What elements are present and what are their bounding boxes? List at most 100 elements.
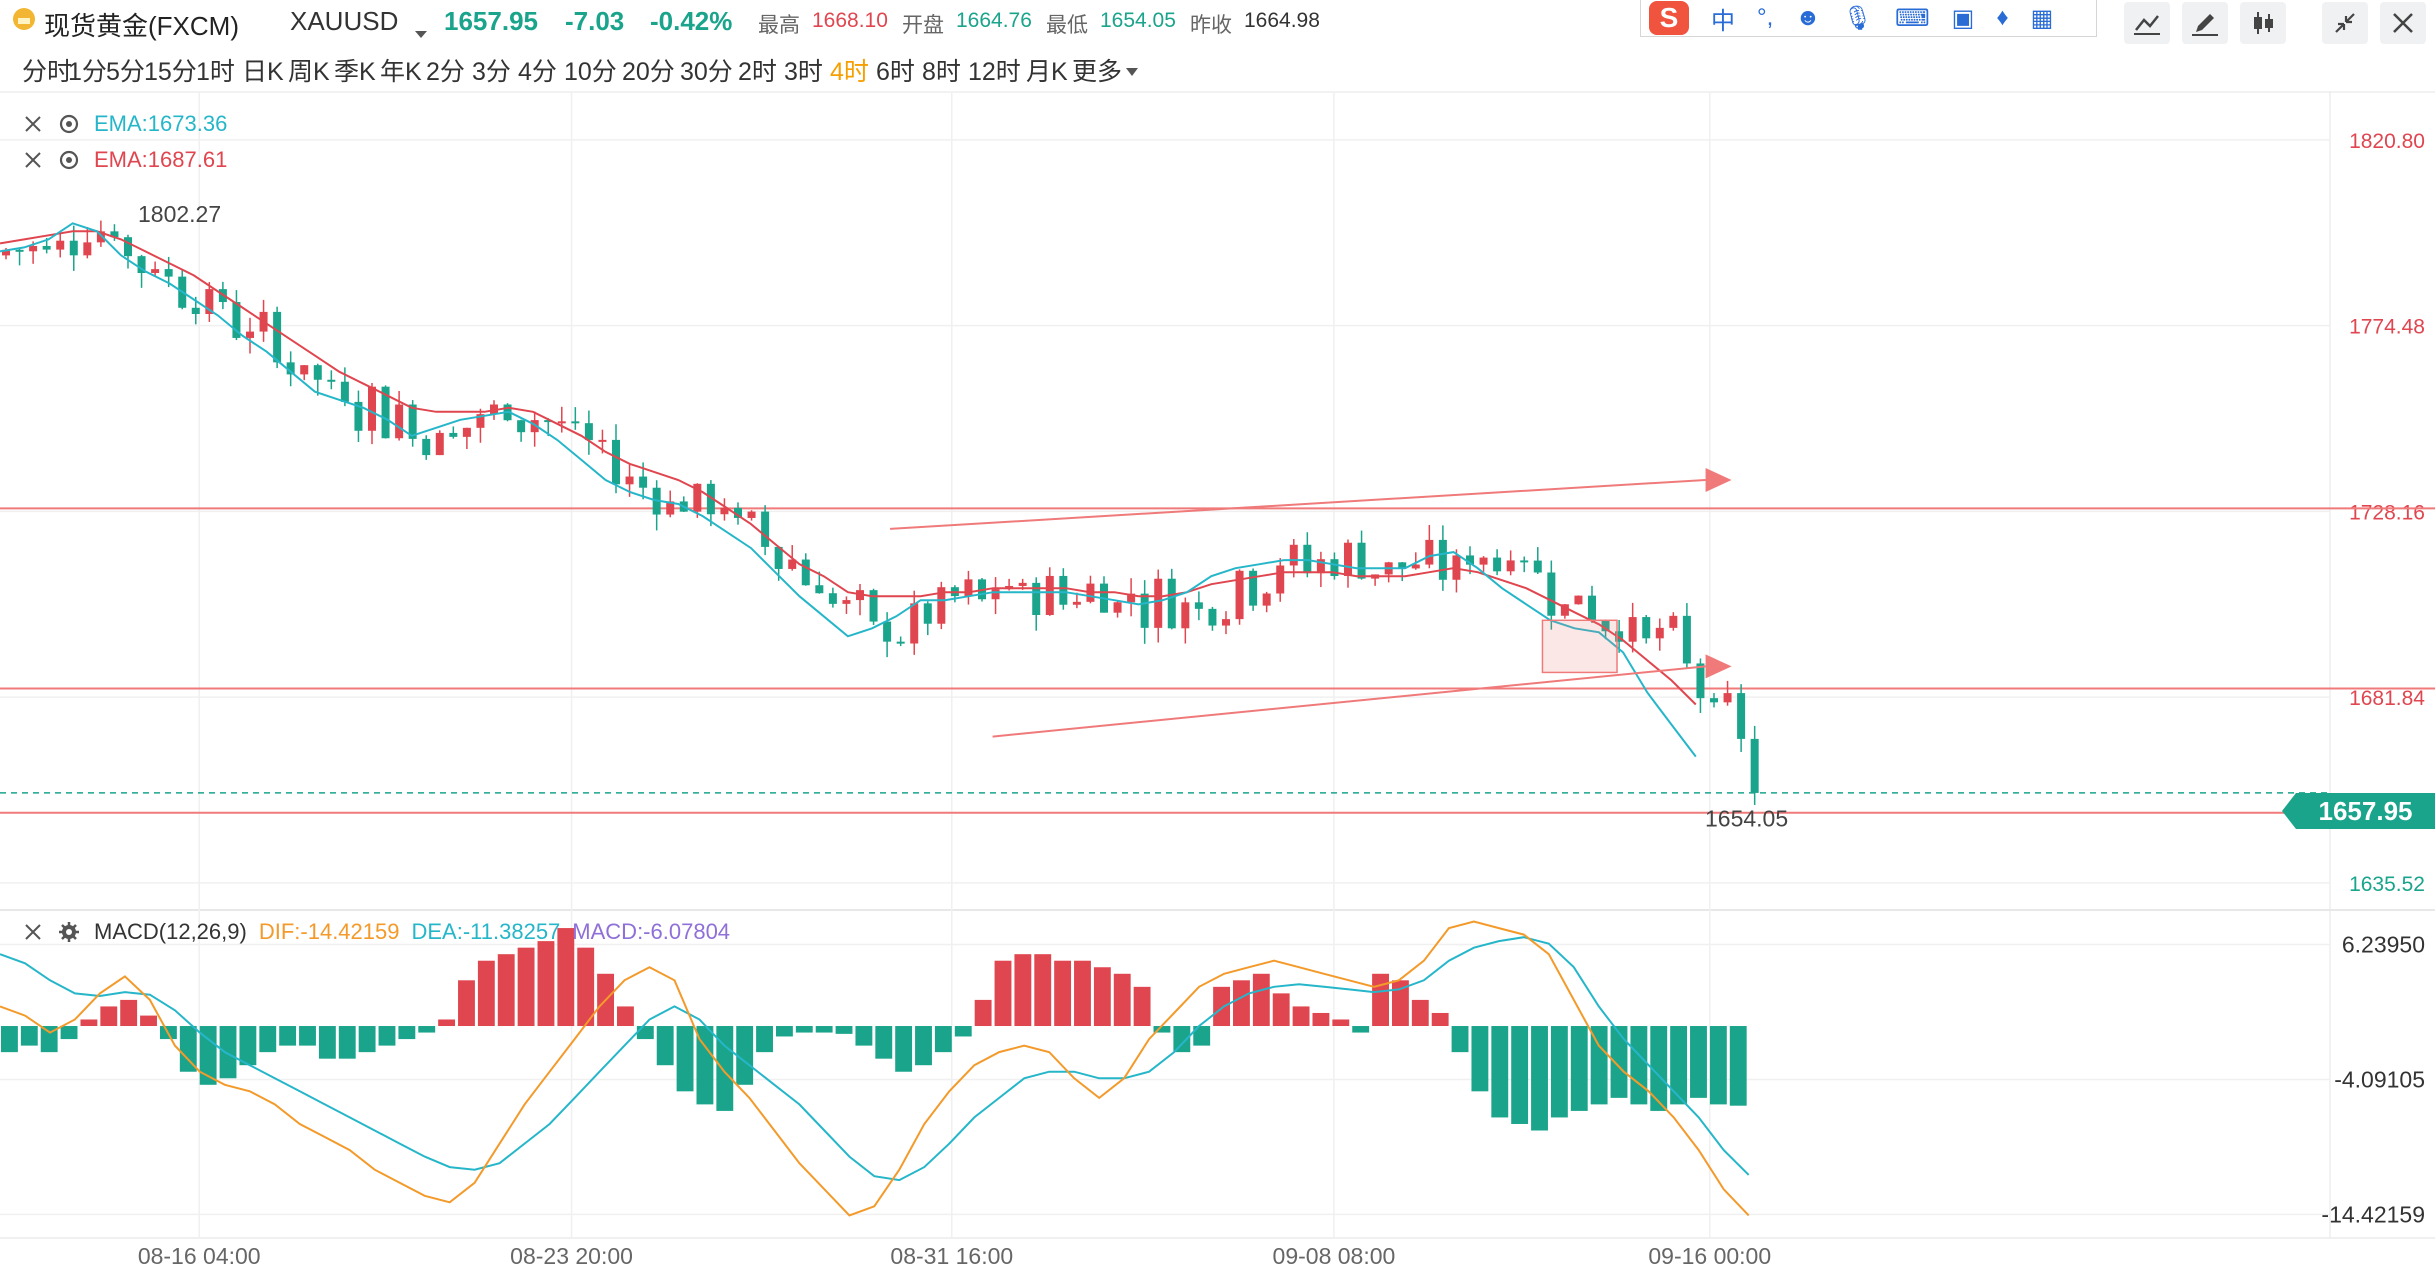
- candle-type-button[interactable]: [2240, 2, 2286, 44]
- macd-legend: MACD(12,26,9) DIF:-14.42159 DEA:-11.3825…: [22, 919, 730, 945]
- grid-icon[interactable]: ▦: [2030, 4, 2054, 32]
- symbol-code[interactable]: XAUUSD: [290, 6, 399, 36]
- collapse-button[interactable]: [2322, 2, 2368, 44]
- period-8[interactable]: 年K: [380, 58, 422, 86]
- macd-hist-value: MACD:-6.07804: [572, 919, 731, 944]
- candle-body: [395, 404, 404, 439]
- candle-body: [205, 289, 214, 314]
- symbol-name[interactable]: 现货黄金(FXCM): [44, 11, 239, 41]
- macd-histogram-bar: [1729, 1026, 1747, 1106]
- period-14[interactable]: 30分: [680, 58, 733, 86]
- candle-body: [1154, 578, 1163, 628]
- candle-body: [476, 414, 485, 428]
- candle-body: [1398, 562, 1407, 569]
- candle-body: [1167, 578, 1176, 629]
- candle-body: [1547, 572, 1556, 616]
- period-20[interactable]: 12时: [968, 58, 1021, 86]
- remove-indicator-icon[interactable]: [22, 149, 44, 171]
- candle-body: [1642, 617, 1651, 639]
- candle-body: [1113, 602, 1122, 613]
- line-tool-button[interactable]: [2124, 2, 2170, 44]
- remove-indicator-icon[interactable]: [22, 113, 44, 135]
- ime-lang-toggle[interactable]: 中: [1711, 7, 1735, 35]
- macd-histogram-bar: [1590, 1026, 1608, 1105]
- remove-indicator-icon[interactable]: [22, 921, 44, 943]
- candle-body: [896, 641, 905, 644]
- period-1[interactable]: 1分: [68, 58, 107, 86]
- more-dropdown-icon[interactable]: [1126, 64, 1138, 82]
- draw-tool-button[interactable]: [2182, 2, 2228, 44]
- period-12[interactable]: 10分: [564, 58, 617, 86]
- collapse-icon: [2335, 13, 2355, 33]
- macd-histogram-bar: [1352, 1026, 1370, 1033]
- candle-body: [1276, 565, 1285, 594]
- period-3[interactable]: 15分: [144, 58, 197, 86]
- candle-body: [1411, 564, 1420, 569]
- period-11[interactable]: 4分: [518, 58, 557, 86]
- keyboard-icon[interactable]: ⌨: [1895, 4, 1930, 32]
- last-price: 1657.95: [444, 6, 538, 36]
- candle-body: [42, 245, 51, 250]
- period-19[interactable]: 8时: [922, 58, 961, 86]
- emoji-icon[interactable]: ☻: [1795, 4, 1821, 31]
- macd-histogram-bar: [1451, 1026, 1469, 1053]
- candle-body: [123, 237, 132, 257]
- candle-body: [1628, 617, 1637, 642]
- x-tick-label: 08-16 04:00: [138, 1243, 261, 1269]
- candle-body: [842, 600, 851, 604]
- candle-body: [1303, 544, 1312, 574]
- period-15[interactable]: 2时: [738, 58, 777, 86]
- ime-logo-icon[interactable]: S: [1649, 1, 1689, 35]
- ema-fast-line: [0, 222, 1697, 758]
- candle-body: [761, 511, 770, 547]
- indicator-settings-icon[interactable]: [58, 113, 80, 135]
- candle-body: [1533, 560, 1542, 573]
- candle-body: [1574, 595, 1583, 605]
- indicator-settings-icon[interactable]: [58, 149, 80, 171]
- candle-body: [1249, 570, 1258, 606]
- candle-body: [964, 579, 973, 597]
- candle-body: [544, 420, 553, 423]
- period-17[interactable]: 4时: [830, 58, 869, 86]
- gear-icon[interactable]: [58, 921, 80, 943]
- symbol-dropdown-icon[interactable]: [414, 16, 428, 47]
- candle-body: [1343, 542, 1352, 577]
- candle-body: [1005, 585, 1014, 590]
- macd-histogram-bar: [716, 1026, 734, 1111]
- period-13[interactable]: 20分: [622, 58, 675, 86]
- period-2[interactable]: 5分: [106, 58, 145, 86]
- period-9[interactable]: 2分: [426, 58, 465, 86]
- period-0[interactable]: 分时: [22, 58, 73, 86]
- period-18[interactable]: 6时: [876, 58, 915, 86]
- candle-body: [273, 311, 282, 363]
- x-tick-label: 09-08 08:00: [1273, 1243, 1396, 1269]
- candle-body: [408, 404, 417, 439]
- candle-body: [1032, 582, 1041, 615]
- candle-body: [110, 231, 119, 238]
- ime-punct-toggle[interactable]: °,: [1757, 4, 1774, 31]
- candle-body: [1140, 593, 1149, 628]
- macd-histogram-bar: [815, 1026, 833, 1033]
- macd-histogram-bar: [676, 1026, 694, 1092]
- pencil-icon: [2192, 14, 2218, 36]
- shirt-icon[interactable]: ♦: [1996, 4, 2009, 31]
- period-16[interactable]: 3时: [784, 58, 823, 86]
- close-chart-button[interactable]: [2380, 2, 2426, 44]
- candle-body: [611, 439, 620, 485]
- toolbox-icon[interactable]: ▣: [1951, 4, 1975, 32]
- candle-body: [15, 249, 24, 252]
- macd-histogram-bar: [736, 1026, 754, 1085]
- macd-histogram-bar: [1550, 1026, 1568, 1118]
- candle-body: [1587, 595, 1596, 621]
- period-6[interactable]: 周K: [288, 58, 330, 86]
- microphone-icon[interactable]: 🎙: [1842, 4, 1873, 32]
- period-4[interactable]: 1时: [196, 58, 235, 86]
- macd-histogram-bar: [1233, 980, 1250, 1027]
- period-7[interactable]: 季K: [334, 58, 376, 86]
- period-22[interactable]: 更多: [1072, 58, 1123, 86]
- period-21[interactable]: 月K: [1026, 58, 1068, 86]
- candle-body: [1059, 575, 1068, 605]
- period-5[interactable]: 日K: [242, 58, 284, 86]
- period-10[interactable]: 3分: [472, 58, 511, 86]
